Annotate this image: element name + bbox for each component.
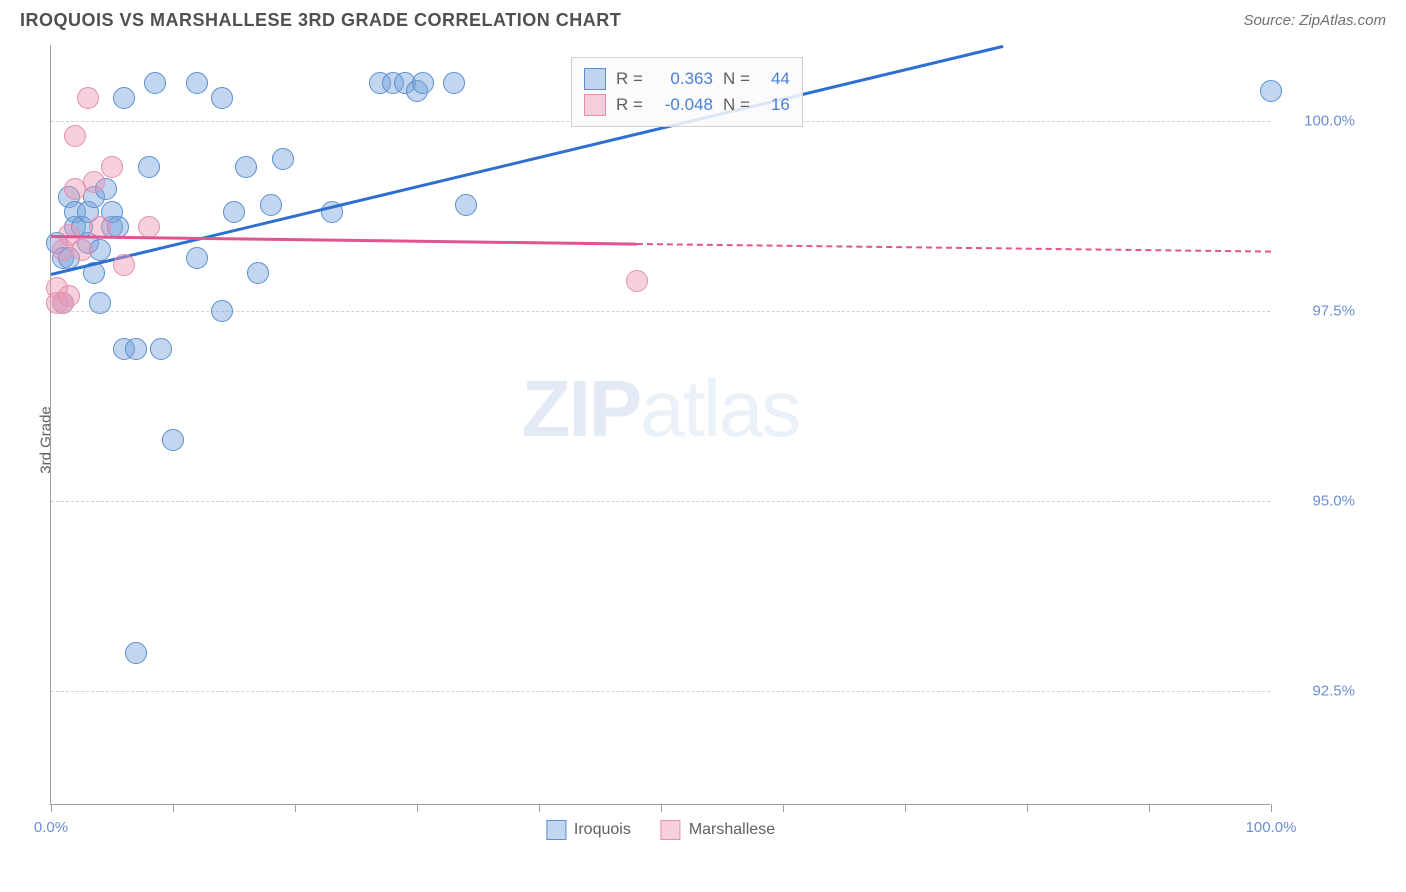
x-tick [417, 804, 418, 812]
data-point [71, 239, 93, 261]
data-point [101, 156, 123, 178]
data-point [138, 216, 160, 238]
x-tick [783, 804, 784, 812]
chart-container: 3rd Grade ZIPatlas 92.5%95.0%97.5%100.0%… [50, 45, 1380, 835]
x-tick [51, 804, 52, 812]
data-point [247, 262, 269, 284]
data-point [150, 338, 172, 360]
series-legend-label: Marshallese [689, 821, 775, 839]
r-label: R = [616, 69, 643, 89]
chart-title: IROQUOIS VS MARSHALLESE 3RD GRADE CORREL… [20, 10, 621, 31]
plot-area: ZIPatlas 92.5%95.0%97.5%100.0%0.0%100.0%… [50, 45, 1270, 805]
r-value: 0.363 [653, 69, 713, 89]
data-point [162, 429, 184, 451]
data-point [626, 270, 648, 292]
data-point [77, 87, 99, 109]
series-legend-label: Iroquois [574, 821, 631, 839]
data-point [144, 72, 166, 94]
data-point [186, 247, 208, 269]
n-label: N = [723, 95, 750, 115]
data-point [125, 642, 147, 664]
data-point [412, 72, 434, 94]
x-tick-label: 100.0% [1246, 819, 1297, 836]
x-tick [661, 804, 662, 812]
series-legend: Iroquois Marshallese [546, 820, 775, 840]
stats-legend: R = 0.363 N = 44 R = -0.048 N = 16 [571, 57, 803, 127]
stats-legend-row: R = 0.363 N = 44 [584, 66, 790, 92]
x-tick [1027, 804, 1028, 812]
gridline [51, 691, 1270, 692]
x-tick [173, 804, 174, 812]
n-value: 16 [760, 95, 790, 115]
data-point [64, 125, 86, 147]
y-tick-label: 92.5% [1312, 683, 1355, 700]
y-tick-label: 95.0% [1312, 493, 1355, 510]
y-tick-label: 97.5% [1312, 303, 1355, 320]
data-point [455, 194, 477, 216]
data-point [272, 148, 294, 170]
x-tick-label: 0.0% [34, 819, 68, 836]
data-point [58, 285, 80, 307]
stats-legend-row: R = -0.048 N = 16 [584, 92, 790, 118]
watermark: ZIPatlas [522, 363, 799, 455]
data-point [223, 201, 245, 223]
x-tick [539, 804, 540, 812]
source-label: Source: ZipAtlas.com [1243, 12, 1386, 29]
data-point [186, 72, 208, 94]
series-legend-item: Iroquois [546, 820, 631, 840]
legend-swatch [584, 94, 606, 116]
x-tick [905, 804, 906, 812]
data-point [113, 87, 135, 109]
data-point [211, 300, 233, 322]
gridline [51, 311, 1270, 312]
x-tick [1271, 804, 1272, 812]
series-legend-item: Marshallese [661, 820, 775, 840]
r-value: -0.048 [653, 95, 713, 115]
y-tick-label: 100.0% [1304, 113, 1355, 130]
n-value: 44 [760, 69, 790, 89]
data-point [138, 156, 160, 178]
data-point [235, 156, 257, 178]
data-point [83, 171, 105, 193]
data-point [89, 292, 111, 314]
legend-swatch [584, 68, 606, 90]
x-tick [295, 804, 296, 812]
legend-swatch [546, 820, 566, 840]
data-point [1260, 80, 1282, 102]
trend-line [637, 243, 1271, 253]
data-point [113, 254, 135, 276]
data-point [211, 87, 233, 109]
x-tick [1149, 804, 1150, 812]
r-label: R = [616, 95, 643, 115]
gridline [51, 501, 1270, 502]
data-point [443, 72, 465, 94]
legend-swatch [661, 820, 681, 840]
n-label: N = [723, 69, 750, 89]
trend-line [51, 235, 637, 246]
data-point [260, 194, 282, 216]
data-point [125, 338, 147, 360]
